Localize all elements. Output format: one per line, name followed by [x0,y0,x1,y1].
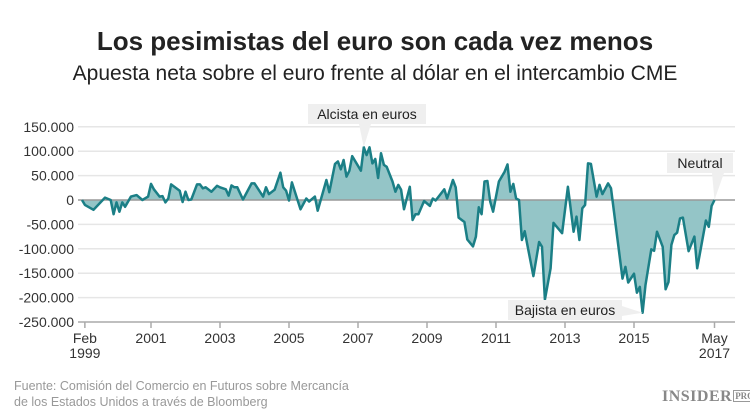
x-tick-label: 2005 [273,330,304,346]
x-tick-label-year: 2017 [699,345,730,361]
source-line-1: Fuente: Comisión del Comercio en Futuros… [14,379,349,393]
x-tick-label: 2009 [411,330,442,346]
y-tick-label: 50.000 [31,168,74,184]
annotation-label: Bajista en euros [515,302,615,318]
net-position-line [80,146,716,314]
y-tick-label: -200.000 [19,290,74,306]
y-tick-label: 0 [66,192,74,208]
y-tick-label: -100.000 [19,241,74,257]
x-tick-label: 2011 [481,330,511,346]
annotation: Alcista en euros [308,104,426,148]
annotation-box [508,300,622,320]
insider-pro-logo: INSIDERPRO [662,388,750,406]
source-note: Fuente: Comisión del Comercio en Futuros… [14,378,349,410]
x-tick-label: 2015 [618,330,649,346]
annotation-pointer [622,306,643,316]
x-tick-label: 2001 [135,330,166,346]
x-tick-label-year: 1999 [69,345,100,361]
net-position-area [82,147,715,313]
chart-title: Los pesimistas del euro son cada vez men… [96,26,654,56]
annotation-box [667,153,733,173]
x-tick-label: Feb [73,330,97,346]
y-tick-label: -150.000 [19,265,74,281]
y-tick-label: 100.000 [23,143,74,159]
x-tick-label: 2003 [204,330,235,346]
annotation-label: Alcista en euros [317,106,417,122]
annotation-box [308,104,426,124]
y-tick-label: -250.000 [19,314,74,330]
annotations: Alcista en euros Bajista en euros Neutral [308,104,733,320]
y-tick-label: 150.000 [23,119,74,135]
y-tick-label: -50.000 [27,216,75,232]
annotation-label: Neutral [677,155,722,171]
annotation: Neutral [667,153,733,200]
annotation: Bajista en euros [508,300,643,320]
x-tick-label: May [701,330,727,346]
x-tick-label: 2007 [342,330,373,346]
y-axis: 150.000 100.000 50.000 0 -50.000 -100.000 -150… [19,119,74,330]
source-line-2: de los Estados Unidos a través de Bloomb… [14,395,268,409]
annotation-pointer [359,124,371,148]
chart-subtitle: Apuesta neta sobre el euro frente al dól… [72,62,678,85]
annotation-pointer [712,173,724,200]
x-tick-label: 2013 [549,330,580,346]
